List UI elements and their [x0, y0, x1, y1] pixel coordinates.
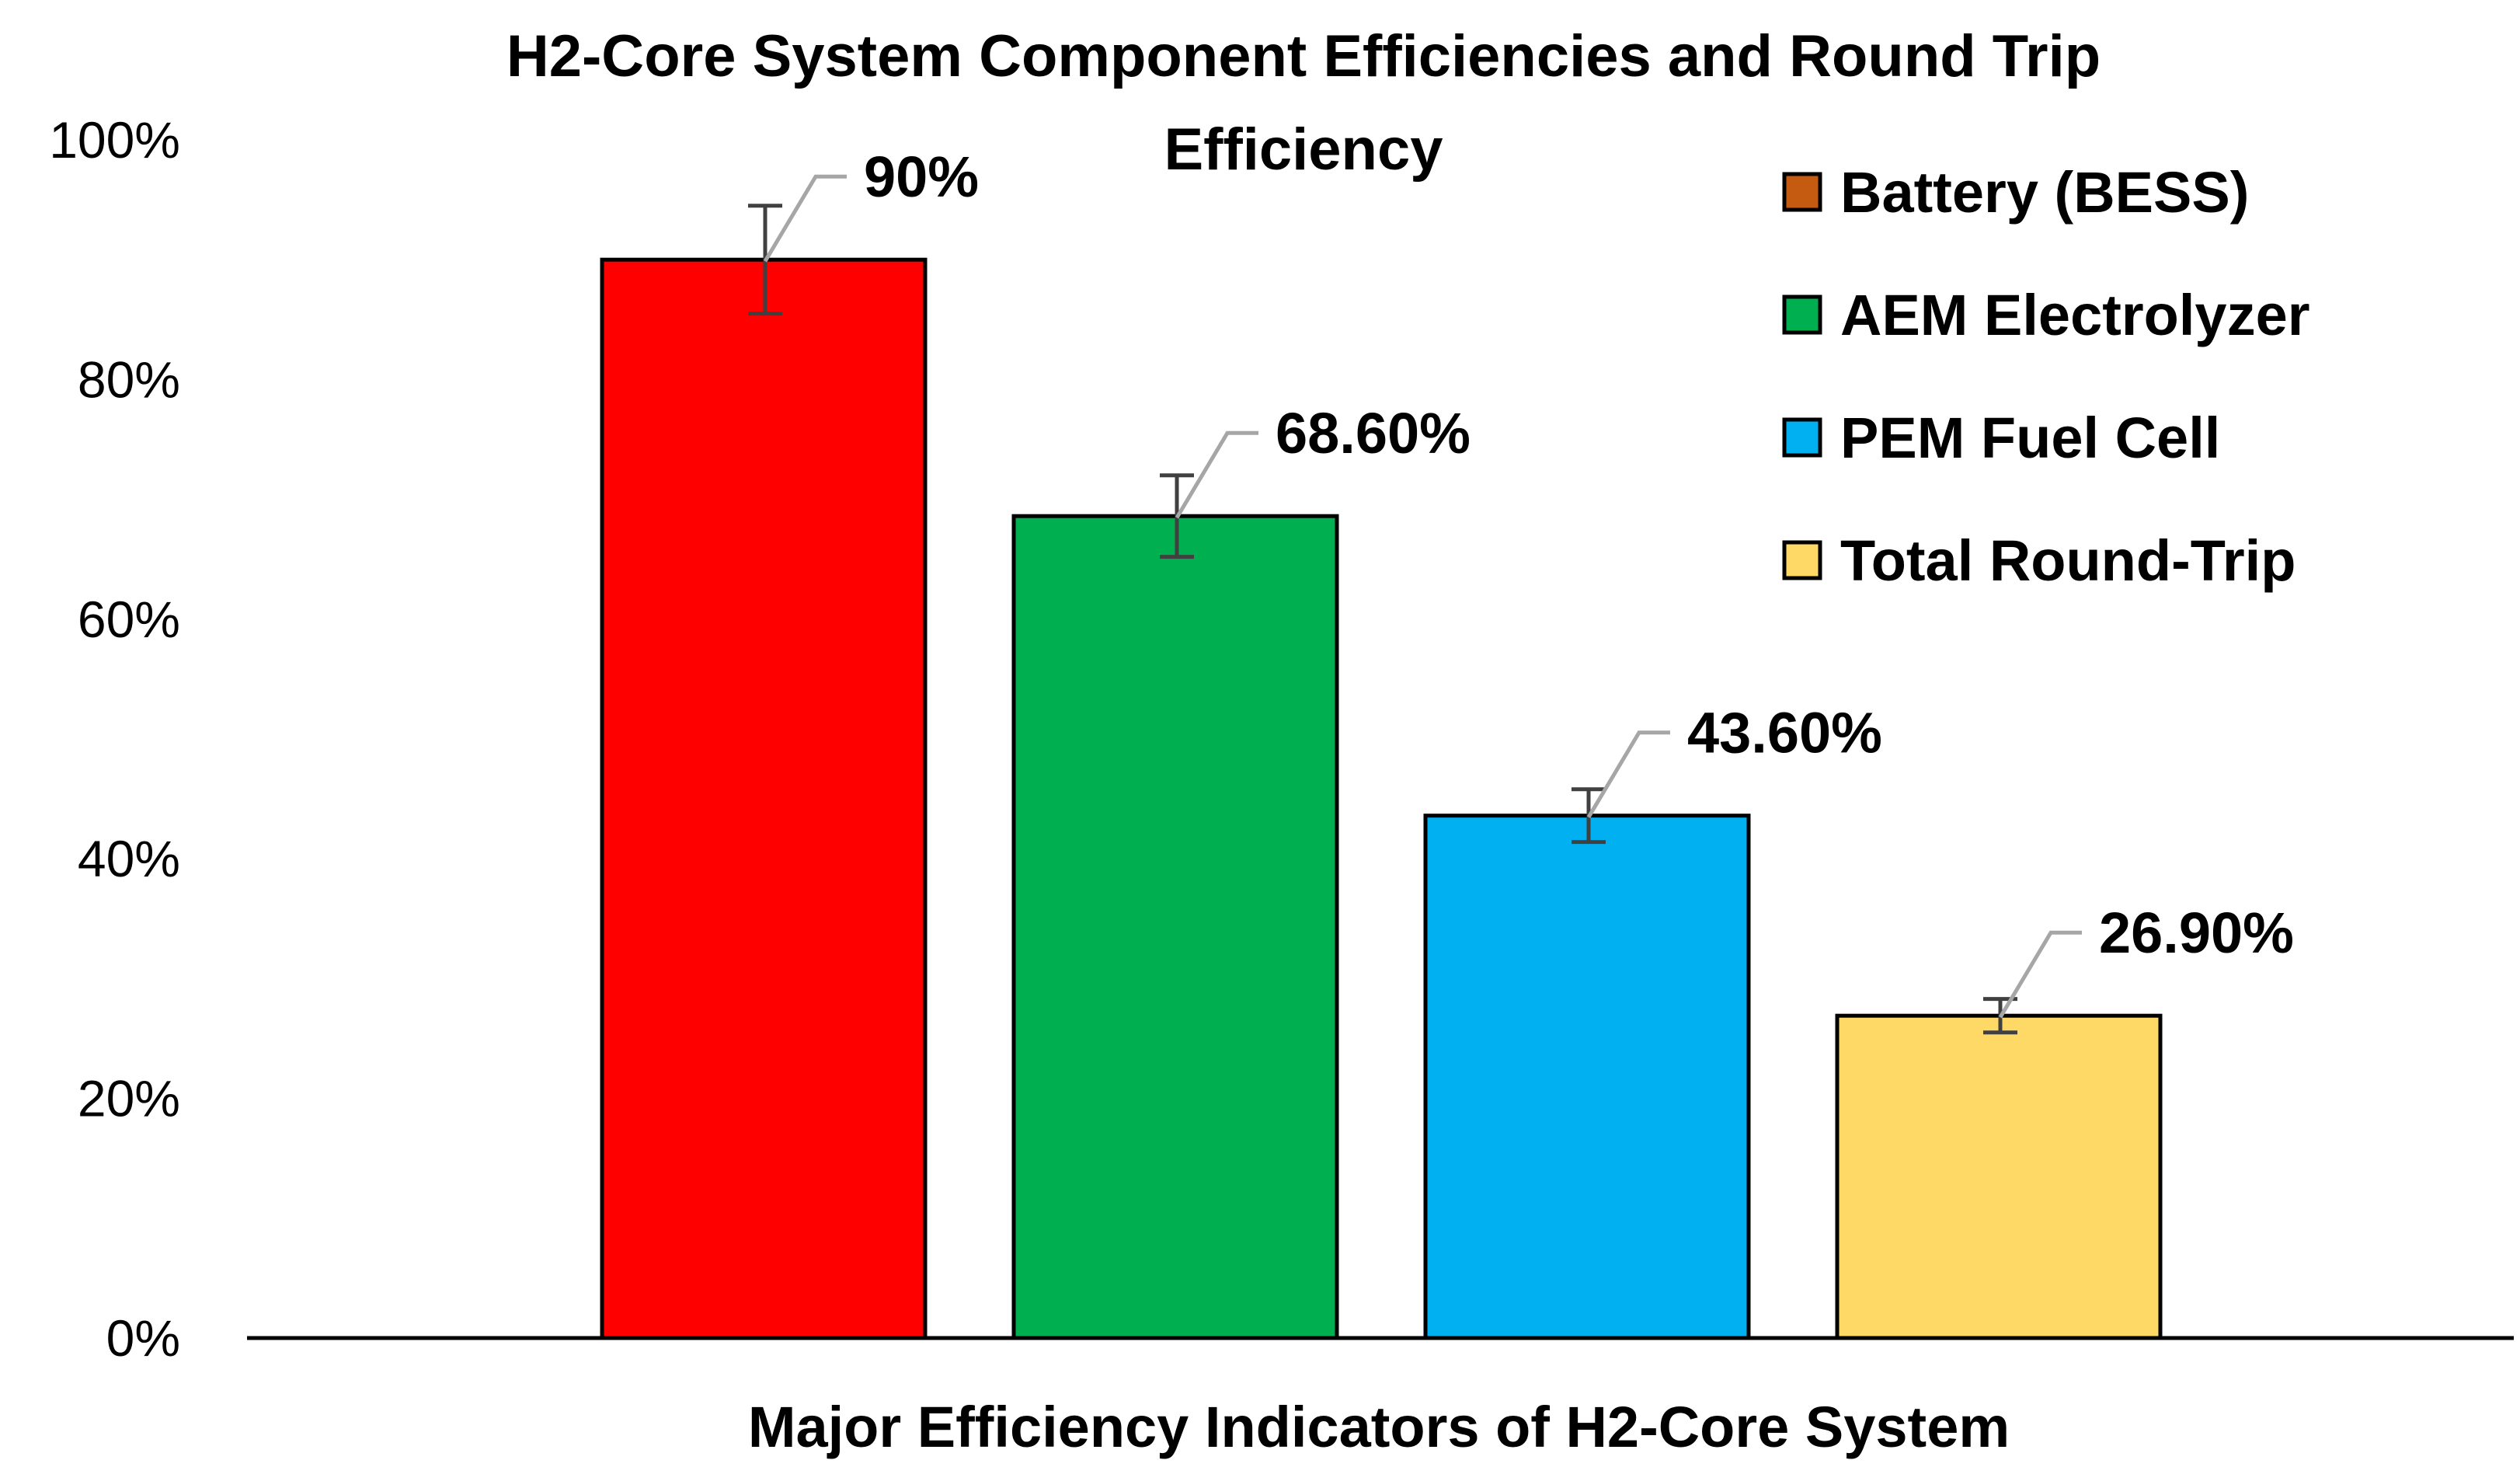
x-axis-label: Major Efficiency Indicators of H2-Core S…: [748, 1395, 2010, 1459]
leader-line: [1998, 930, 2082, 1019]
leader-line: [763, 174, 847, 263]
legend-label: Battery (BESS): [1840, 160, 2249, 225]
legend-label: Total Round-Trip: [1840, 528, 2295, 593]
bar-pem-fuel-cell: [1423, 814, 1751, 1340]
legend: Battery (BESS) AEM Electrolyzer PEM Fuel C…: [1782, 160, 2310, 593]
data-label: 26.90%: [2099, 901, 2294, 965]
bar-battery-bess: [600, 257, 928, 1340]
y-tick-label: 80%: [78, 350, 180, 408]
y-tick-label: 60%: [78, 591, 180, 648]
legend-item: AEM Electrolyzer: [1782, 283, 2310, 347]
leader-lines-group: [763, 174, 2082, 1019]
y-tick-label: 40%: [78, 830, 180, 887]
legend-swatch: [1782, 417, 1822, 458]
leader-line: [1586, 730, 1670, 818]
legend-swatch: [1782, 294, 1822, 335]
legend-item: Battery (BESS): [1782, 160, 2249, 225]
chart-title-line-1: H2-Core System Component Efficiencies an…: [506, 23, 2101, 89]
data-label: 68.60%: [1276, 401, 1471, 465]
legend-swatch: [1782, 172, 1822, 212]
y-tick-label: 100%: [49, 111, 180, 169]
bar-total-round-trip: [1835, 1013, 2163, 1340]
data-labels-group: 90% 68.60% 43.60% 26.90%: [864, 145, 2294, 965]
legend-label: AEM Electrolyzer: [1840, 283, 2310, 347]
legend-swatch: [1782, 540, 1822, 580]
data-label: 43.60%: [1687, 701, 1882, 765]
leader-line: [1175, 430, 1258, 519]
y-tick-label: 20%: [78, 1070, 180, 1127]
y-axis-ticks: 0% 20% 40% 60% 80% 100%: [49, 111, 180, 1367]
legend-label: PEM Fuel Cell: [1840, 406, 2220, 470]
y-tick-label: 0%: [106, 1309, 180, 1367]
data-label: 90%: [864, 145, 979, 209]
bar-aem-electrolyzer: [1011, 514, 1339, 1340]
error-bars-group: [748, 204, 2017, 1035]
legend-item: PEM Fuel Cell: [1782, 406, 2220, 470]
chart-title-line-2: Efficiency: [1164, 117, 1443, 183]
legend-item: Total Round-Trip: [1782, 528, 2295, 593]
